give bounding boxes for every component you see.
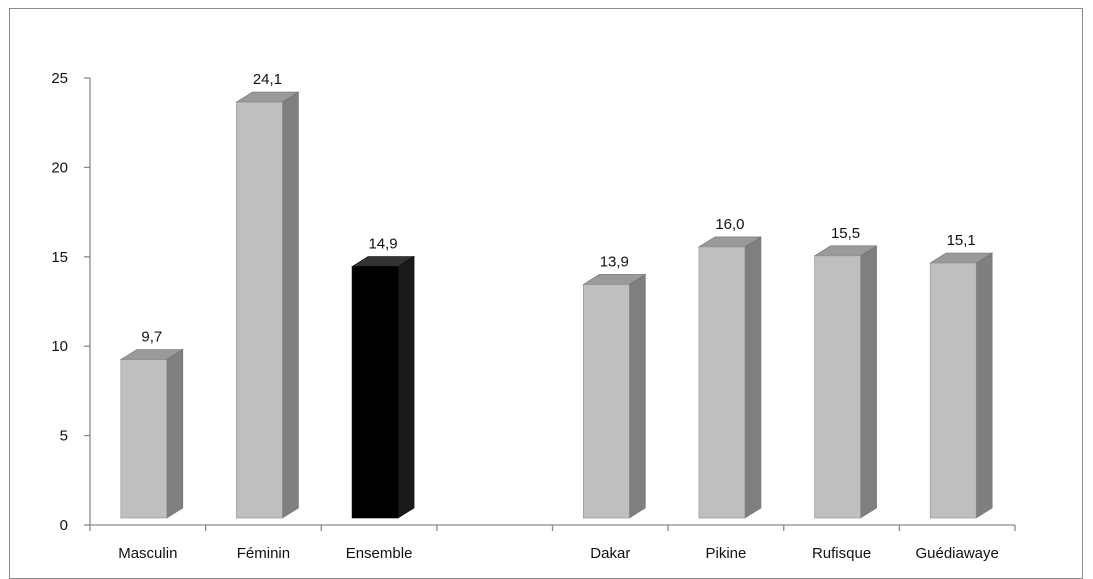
- data-label: 15,1: [947, 232, 976, 249]
- bar-masculin: [120, 359, 168, 519]
- bar-pikine: [698, 246, 746, 519]
- bar-side: [282, 91, 299, 519]
- bar-side: [629, 273, 646, 519]
- bar-rufisque: [814, 255, 861, 519]
- y-tick-label: 20: [51, 159, 68, 176]
- data-label: 24,1: [253, 71, 282, 88]
- chart-axes: 0 5 10 15 20 25: [51, 70, 1016, 534]
- x-category-label: Dakar: [590, 545, 630, 562]
- x-category-label: Masculin: [118, 545, 177, 562]
- bar-side: [860, 245, 877, 519]
- chart-frame: [9, 8, 1083, 579]
- bar-side: [975, 252, 993, 519]
- y-tick-label: 5: [60, 428, 68, 445]
- data-label: 9,7: [141, 329, 162, 346]
- y-tick-label: 0: [60, 517, 68, 534]
- chart-labels: Masculin 9,7 Féminin 24,1 Ensemble 14,9 Dakar 1…: [118, 71, 999, 562]
- bar-ensemble: [351, 266, 399, 519]
- bar-side: [397, 256, 415, 519]
- bar-side: [744, 236, 762, 519]
- bar-guédiawaye: [929, 262, 977, 519]
- x-category-label: Féminin: [237, 545, 290, 562]
- x-category-label: Guédiawaye: [915, 545, 998, 562]
- bar-féminin: [236, 101, 283, 519]
- x-category-label: Rufisque: [812, 545, 871, 562]
- y-tick-label: 15: [51, 249, 68, 266]
- x-category-label: Ensemble: [346, 545, 413, 562]
- data-label: 14,9: [368, 236, 397, 253]
- y-tick-label: 25: [51, 70, 68, 87]
- y-tick-label: 10: [51, 338, 68, 355]
- bar-side: [166, 349, 184, 519]
- chart-bars: [119, 91, 994, 519]
- data-label: 15,5: [831, 225, 860, 242]
- data-label: 13,9: [600, 253, 629, 270]
- x-category-label: Pikine: [706, 545, 747, 562]
- bar-dakar: [583, 284, 630, 519]
- data-label: 16,0: [715, 216, 744, 233]
